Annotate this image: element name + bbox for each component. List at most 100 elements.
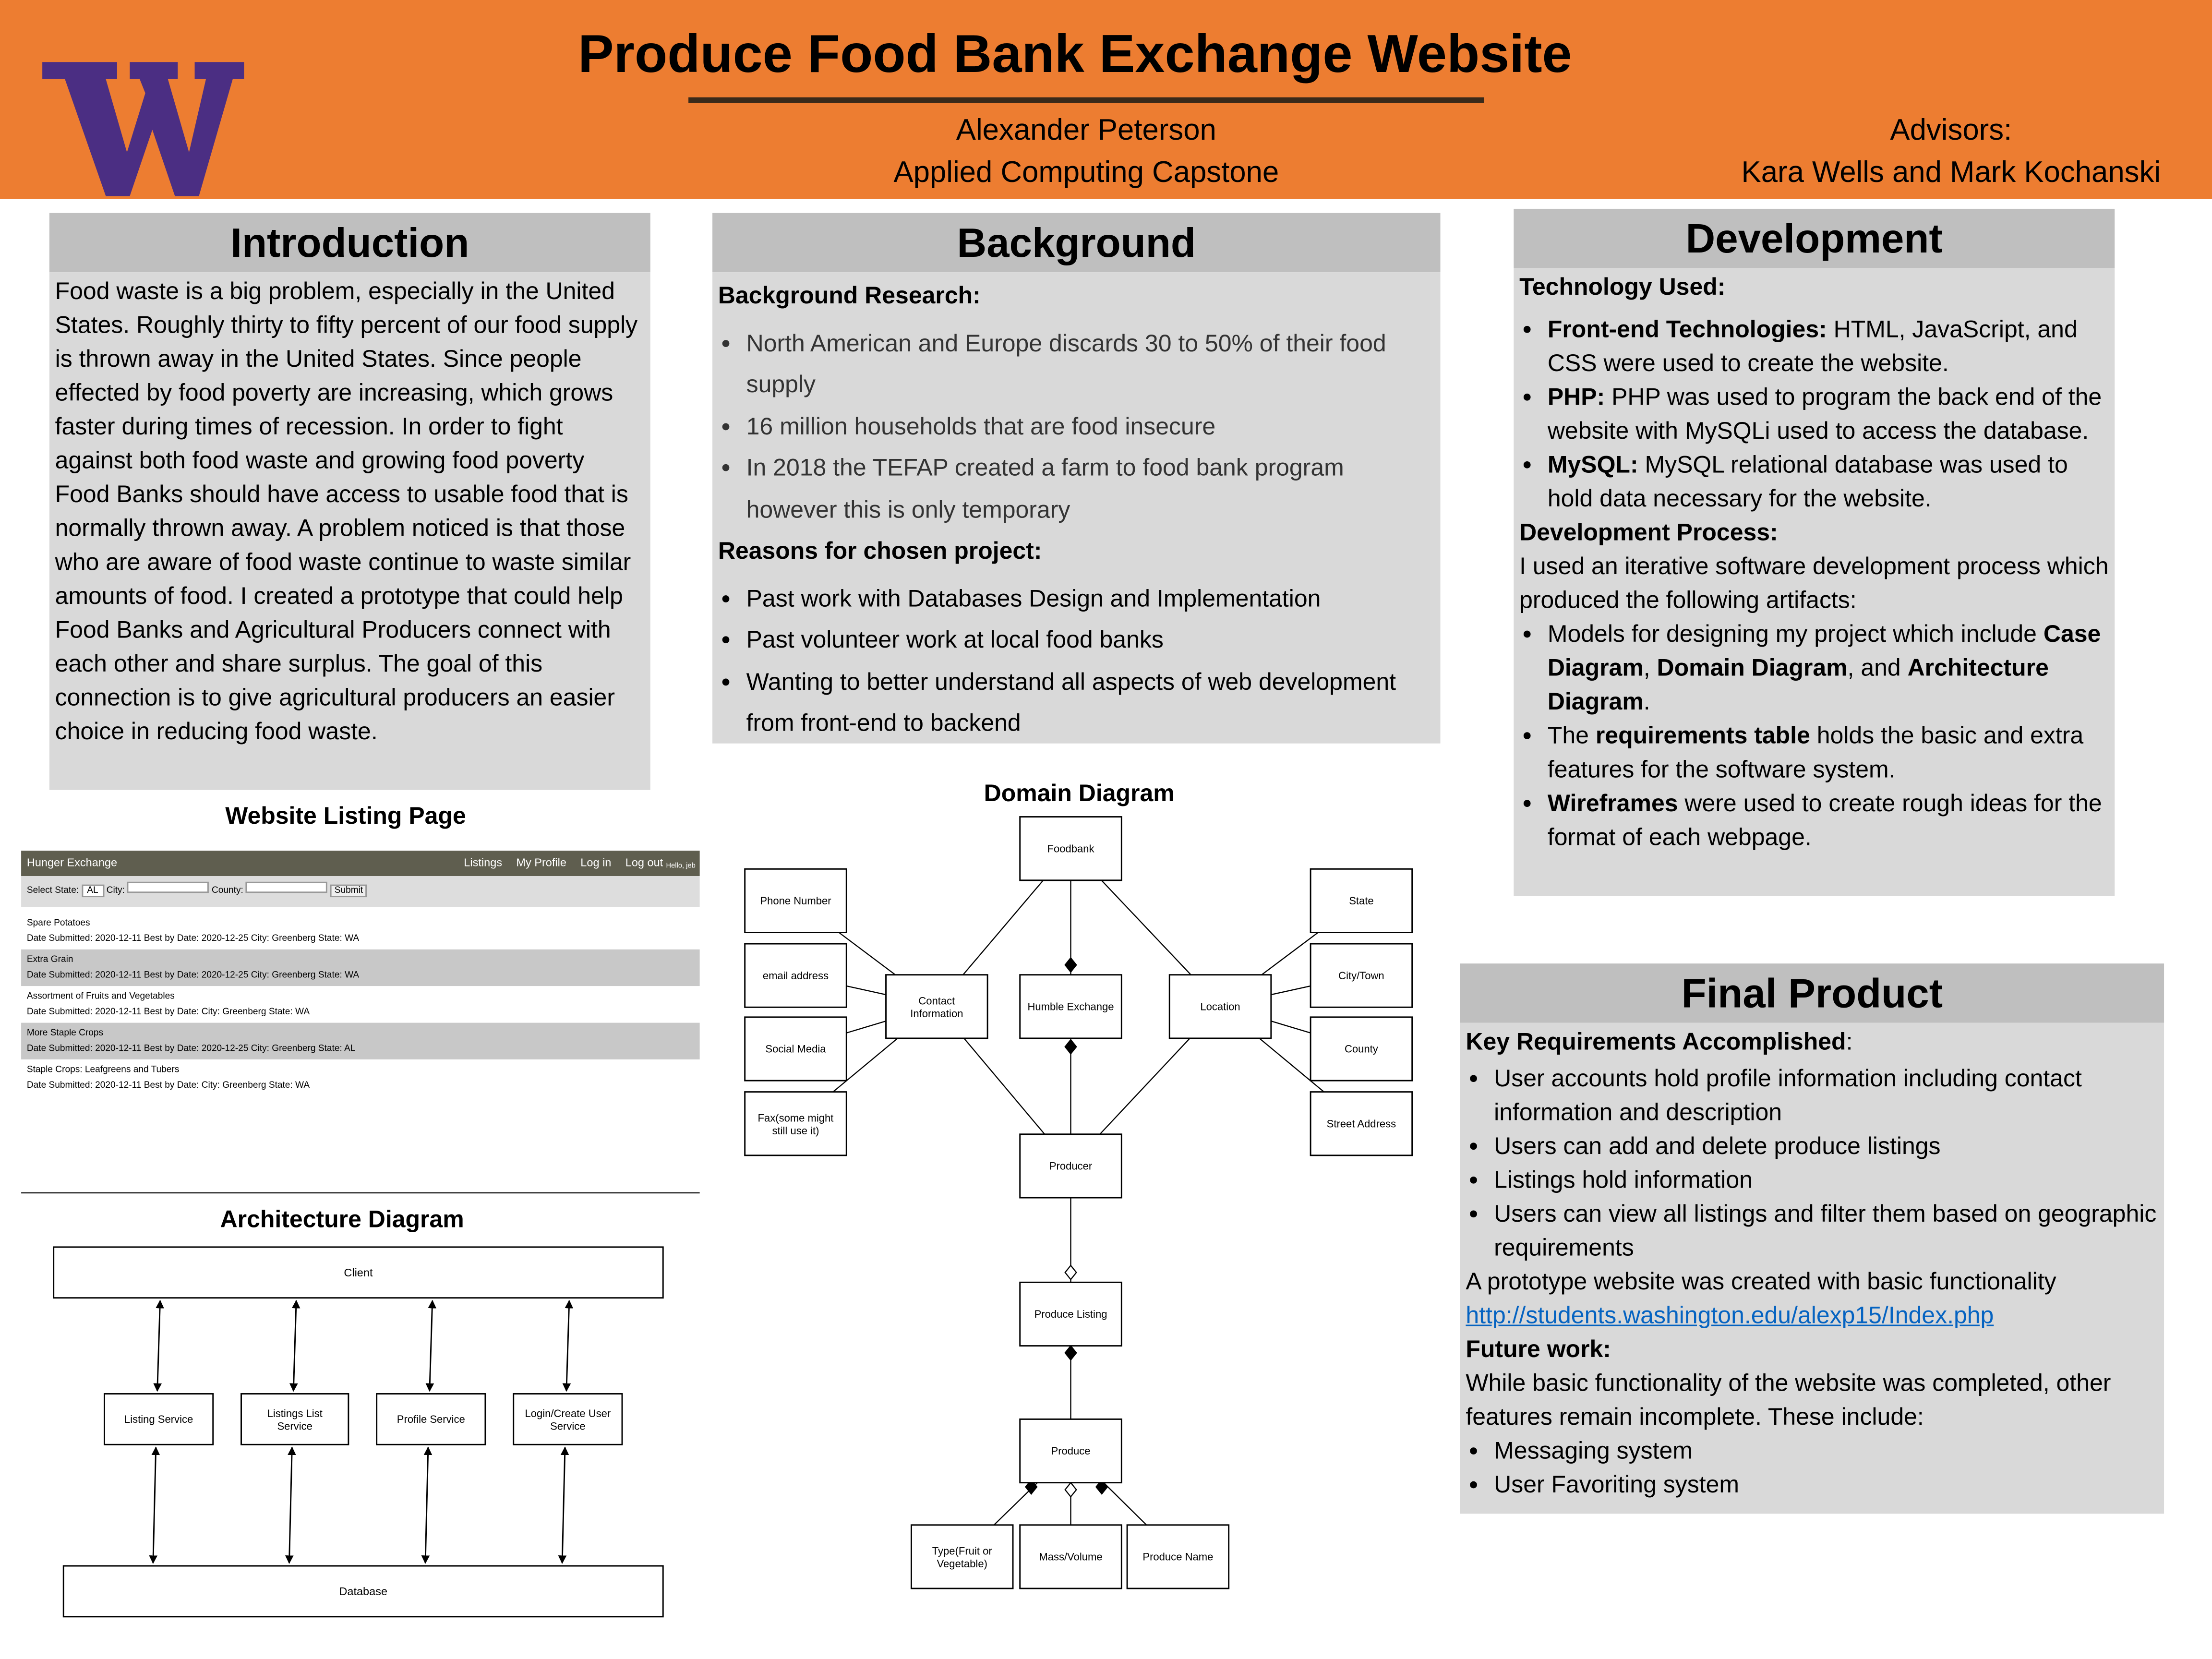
listing-name: Staple Crops: Leafgreens and Tubers: [26, 1065, 180, 1075]
text: were used to create rough ideas for the …: [1547, 790, 2102, 851]
label: Background Research:: [718, 282, 981, 309]
diagram-label: Produce: [1051, 1445, 1091, 1457]
submit-button[interactable]: Submit: [330, 884, 368, 898]
list-item: MySQL: MySQL relational database was use…: [1548, 449, 2109, 517]
diagram-box: [1126, 1524, 1230, 1589]
list-item: Past work with Databases Design and Impl…: [746, 577, 1435, 619]
background: Background Background Research: North Am…: [712, 213, 1441, 744]
diagram-box: [376, 1393, 486, 1445]
diagram-label: Client: [344, 1266, 373, 1279]
diagram-label: Mass/Volume: [1039, 1551, 1102, 1563]
list-item: Users can view all listings and filter t…: [1494, 1198, 2158, 1265]
diagram-box: [1310, 1091, 1413, 1156]
list-item: Past volunteer work at local food banks: [746, 619, 1435, 661]
arrow: [153, 1299, 164, 1392]
bold-text: Key Requirements Accomplished: [1466, 1028, 1846, 1056]
diagram-box: [744, 1016, 847, 1082]
section-heading: Background: [712, 213, 1441, 273]
background-body: Background Research: North American and …: [712, 272, 1441, 744]
filter-row: Select State: AL City: County: Submit: [21, 876, 700, 907]
label: Key Requirements Accomplished:: [1466, 1025, 2158, 1059]
list-item: User accounts hold profile information i…: [1494, 1062, 2158, 1130]
listing-name: Extra Grain: [26, 955, 73, 965]
diagram-label: Produce Listing: [1034, 1308, 1107, 1320]
bold-text: Case Diagram: [1547, 621, 2101, 682]
county-input[interactable]: [246, 881, 328, 893]
diagram-label: Database: [339, 1585, 387, 1598]
arrow: [562, 1299, 574, 1392]
listing-name: Spare Potatoes: [26, 918, 90, 928]
section-heading: Introduction: [49, 213, 650, 273]
bullet-list: Messaging systemUser Favoriting system: [1466, 1435, 2158, 1503]
list-item: Listings hold information: [1494, 1164, 2158, 1198]
diagram-label: Phone Number: [760, 895, 831, 907]
site-bar: Hunger Exchange Listings My Profile Log in…: [21, 851, 700, 876]
diagram-label: Humble Exchange: [1028, 1001, 1114, 1013]
text: HTML, JavaScript, and CSS were used to c…: [1547, 316, 2078, 377]
advisors-label: Advisors:: [1890, 114, 2012, 147]
label: Technology Used:: [1519, 274, 1726, 301]
logo: [42, 62, 1484, 196]
diagram-box: [104, 1393, 214, 1445]
diagram-label: Listings List Service: [267, 1407, 323, 1432]
link[interactable]: http://students.washington.edu/alexp15/I…: [1466, 1302, 1994, 1329]
nav-link[interactable]: Log out: [625, 856, 663, 869]
diagram-box: [1019, 974, 1122, 1039]
state-select[interactable]: AL: [81, 884, 104, 898]
listing-details: Date Submitted: 2020-12-11 Best by Date:…: [26, 1044, 356, 1054]
nav-link[interactable]: Log in: [580, 856, 612, 869]
author: Alexander Peterson: [956, 114, 1216, 147]
figure-title: Website Listing Page: [225, 803, 466, 830]
advisors-block: Advisors: Kara Wells and Mark Kochanski: [1693, 110, 2210, 194]
diagram-label: Foodbank: [1047, 842, 1095, 854]
arrow: [149, 1446, 160, 1564]
list-item: User Favoriting system: [1494, 1468, 2158, 1503]
diagram-box: [513, 1393, 623, 1445]
bold-text: PHP:: [1547, 384, 1605, 411]
greeting: Hello, jeb: [666, 862, 696, 871]
listing-row: Extra Grain Date Submitted: 2020-12-11 Be…: [21, 949, 700, 986]
prototype-text: A prototype website was created with bas…: [1466, 1268, 2056, 1295]
text: MySQL relational database was used to ho…: [1547, 451, 2068, 512]
arrow: [425, 1299, 437, 1392]
section-heading: Final Product: [1460, 963, 2164, 1023]
bullet-list: Front-end Technologies: HTML, JavaScript…: [1519, 313, 2109, 516]
connector-marker: [1064, 1038, 1077, 1055]
text: ,: [1643, 654, 1657, 682]
advisors: Kara Wells and Mark Kochanski: [1741, 156, 2161, 189]
diagram-box: [1310, 1016, 1413, 1082]
bold-text: Front-end Technologies:: [1547, 316, 1827, 343]
diagram-box: [744, 1091, 847, 1156]
listing-name: Assortment of Fruits and Vegetables: [26, 991, 175, 1002]
label: Development Process:: [1519, 519, 1778, 546]
nav: Listings My Profile Log in Log out: [450, 851, 663, 876]
title-text: Produce Food Bank Exchange Website: [578, 25, 1572, 85]
list-item: The requirements table holds the basic a…: [1548, 720, 2109, 787]
intro-text: Food waste is a big problem, especially …: [49, 272, 650, 790]
figure-title: Architecture Diagram: [220, 1206, 464, 1233]
diagram-label: Contact Information: [910, 995, 963, 1019]
arrow: [421, 1446, 433, 1564]
diagram-box: [1310, 868, 1413, 934]
list-item: PHP: PHP was used to program the back en…: [1548, 381, 2109, 448]
diagram-label: State: [1349, 895, 1373, 907]
text: Models for designing my project which in…: [1547, 621, 2044, 648]
nav-link[interactable]: Listings: [464, 856, 503, 869]
list-item: Wanting to better understand all aspects…: [746, 661, 1435, 744]
diagram-label: Social Media: [765, 1043, 826, 1055]
city-input[interactable]: [127, 881, 209, 893]
diagram-box: [1019, 816, 1122, 881]
label: Reasons for chosen project:: [718, 537, 1042, 565]
development: Development Technology Used: Front-end T…: [1514, 208, 2115, 896]
arrow: [558, 1446, 569, 1564]
list-item: Models for designing my project which in…: [1548, 618, 2109, 720]
final-product: Final Product Key Requirements Accomplis…: [1460, 963, 2164, 1514]
title: Produce Food Bank Exchange Website: [0, 25, 2212, 86]
bullet-list: North American and Europe discards 30 to…: [718, 323, 1435, 530]
list-item: In 2018 the TEFAP created a farm to food…: [746, 447, 1435, 530]
diagram-box: [885, 974, 988, 1039]
site-name: Hunger Exchange: [26, 856, 118, 869]
list-item: 16 million households that are food inse…: [746, 406, 1435, 447]
nav-link[interactable]: My Profile: [516, 856, 566, 869]
diagram-label: Producer: [1049, 1160, 1092, 1172]
